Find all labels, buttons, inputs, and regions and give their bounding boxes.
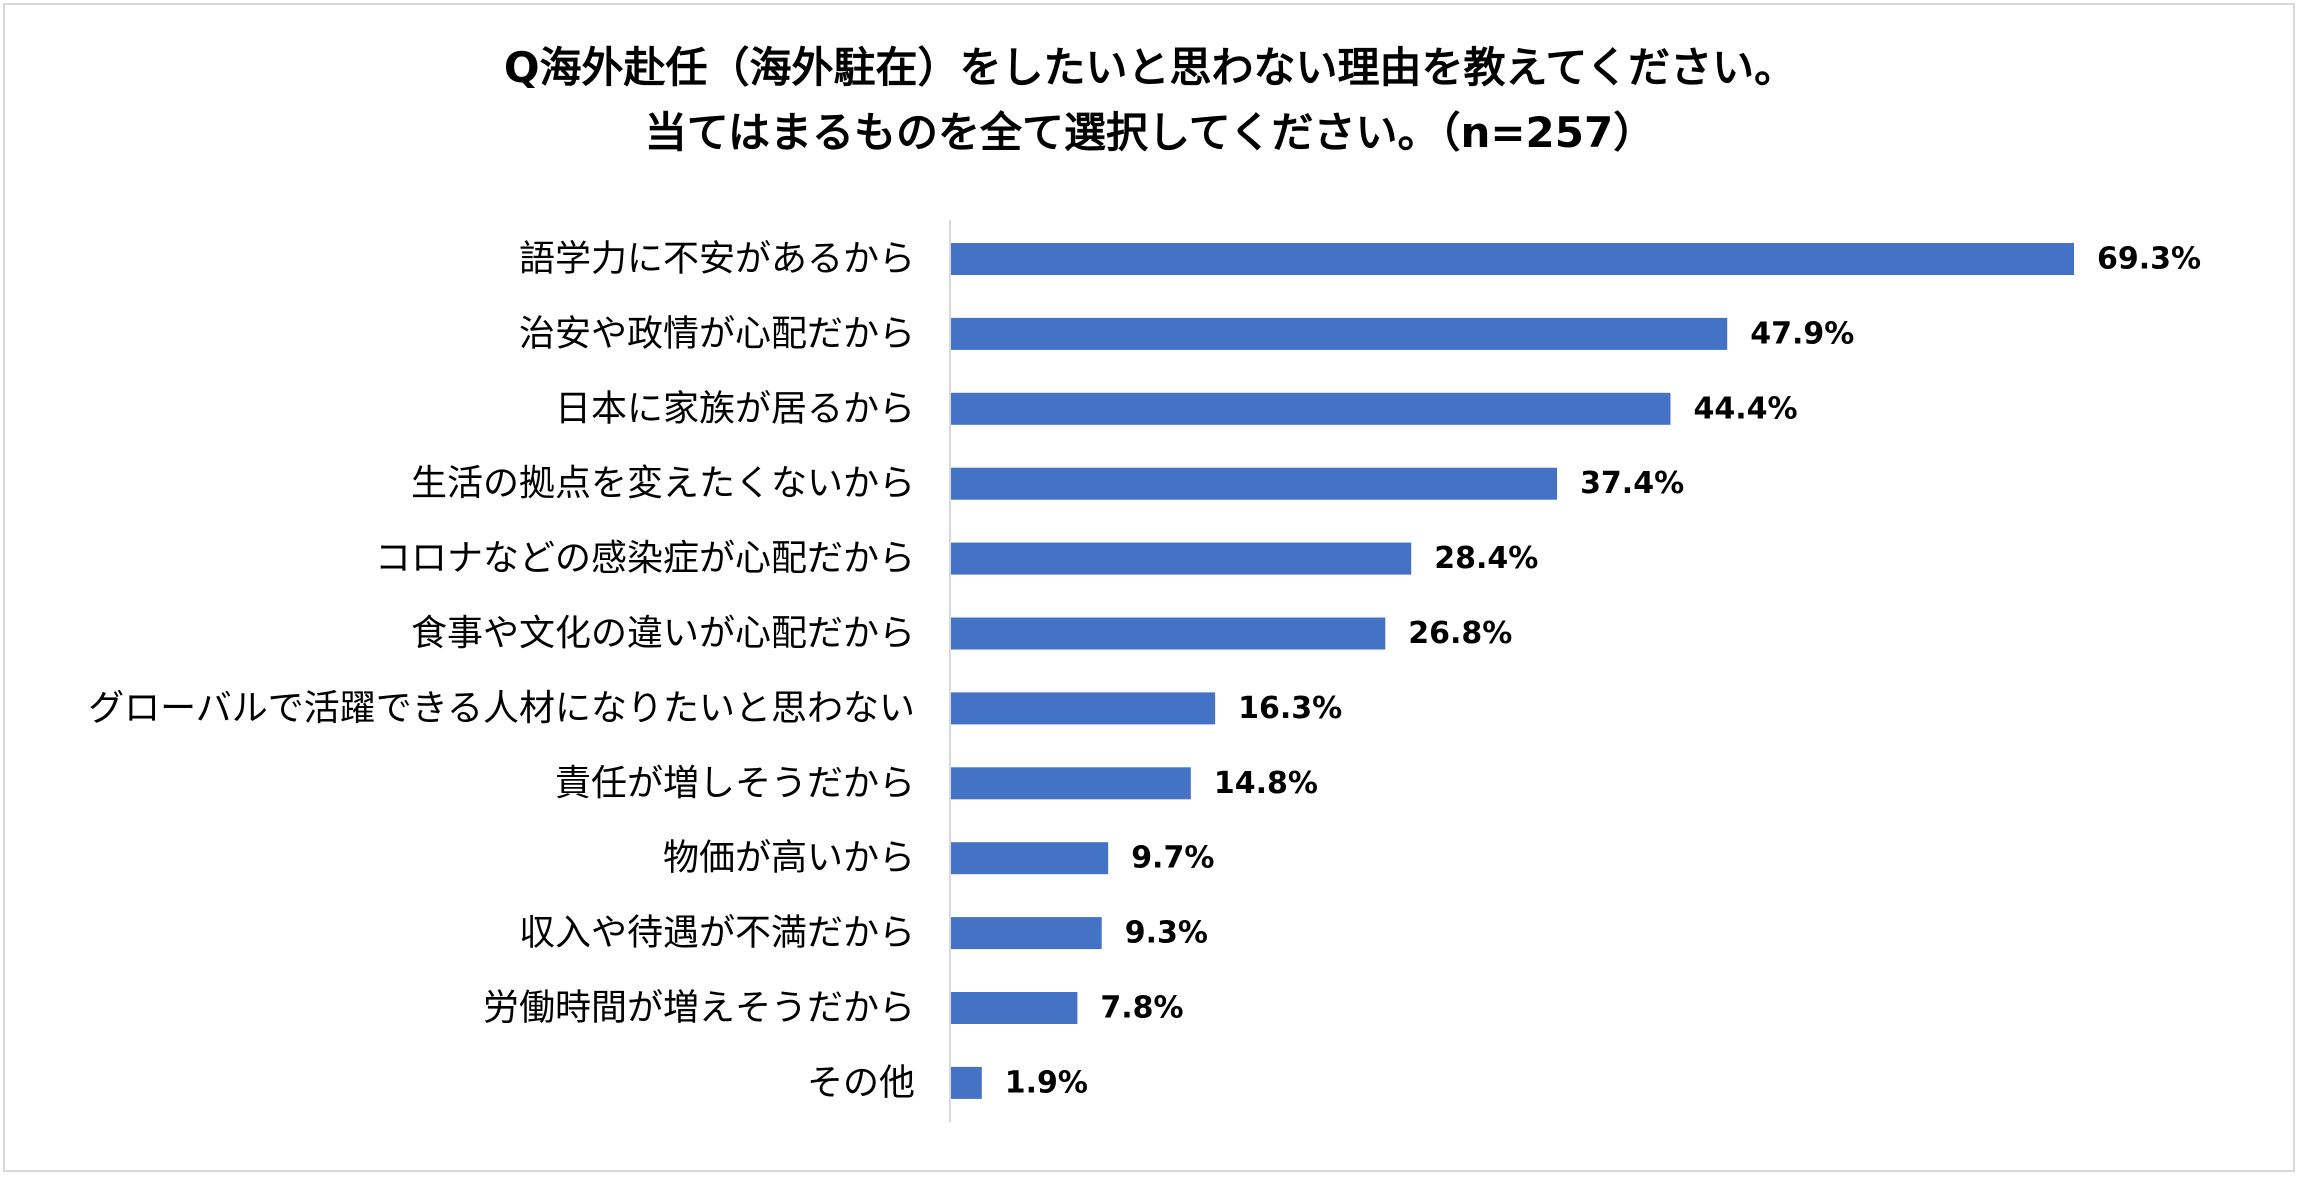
- bar-4: [951, 467, 1558, 500]
- data-label-6: 26.8%: [1408, 616, 1512, 651]
- data-label-1: 69.3%: [2097, 242, 2201, 277]
- data-label-3: 44.4%: [1693, 391, 1797, 426]
- chart-title-line-1: Q海外赴任（海外駐在）をしたいと思わない理由を教えてください。: [503, 43, 1797, 92]
- bar-10: [951, 917, 1102, 950]
- data-label-11: 7.8%: [1100, 991, 1183, 1026]
- bar-12: [951, 1066, 982, 1099]
- category-label-1: 語学力に不安があるから: [519, 239, 915, 280]
- data-label-12: 1.9%: [1005, 1065, 1088, 1100]
- category-label-2: 治安や政情が心配だから: [519, 313, 915, 354]
- bar-6: [951, 617, 1386, 650]
- data-label-9: 9.7%: [1131, 841, 1214, 876]
- bar-8: [951, 767, 1191, 800]
- bar-2: [951, 317, 1728, 350]
- bar-5: [951, 542, 1412, 575]
- bar-11: [951, 992, 1078, 1024]
- category-label-11: 労働時間が増えそうだから: [483, 988, 915, 1029]
- category-label-3: 日本に家族が居るから: [555, 388, 915, 429]
- data-label-8: 14.8%: [1214, 766, 1318, 801]
- data-label-7: 16.3%: [1238, 691, 1342, 726]
- category-label-10: 収入や待遇が不満だから: [519, 913, 915, 954]
- category-label-4: 生活の拠点を変えたくないから: [411, 463, 915, 504]
- data-label-10: 9.3%: [1125, 916, 1208, 951]
- category-label-9: 物価が高いから: [663, 838, 915, 879]
- category-label-12: その他: [807, 1062, 915, 1103]
- bar-3: [951, 392, 1671, 425]
- category-label-5: コロナなどの感染症が心配だから: [375, 538, 915, 579]
- data-label-4: 37.4%: [1580, 466, 1684, 501]
- bar-7: [951, 692, 1216, 725]
- chart-frame: [3, 3, 2295, 1172]
- labels-layer: 語学力に不安があるから 69.3% 治安や政情が心配だから 47.9% 日本に家族が居る…: [88, 239, 2201, 1104]
- data-label-5: 28.4%: [1434, 541, 1538, 576]
- bar-1: [951, 243, 2074, 275]
- category-label-7: グローバルで活躍できる人材になりたいと思わない: [88, 688, 915, 729]
- data-label-2: 47.9%: [1750, 316, 1854, 351]
- category-label-8: 責任が増しそうだから: [555, 763, 915, 804]
- category-label-6: 食事や文化の違いが心配だから: [411, 613, 915, 654]
- bar-9: [951, 842, 1109, 875]
- bars-layer: [951, 243, 2074, 1099]
- chart-title-line-2: 当てはまるものを全て選択してください。（n=257）: [644, 108, 1656, 157]
